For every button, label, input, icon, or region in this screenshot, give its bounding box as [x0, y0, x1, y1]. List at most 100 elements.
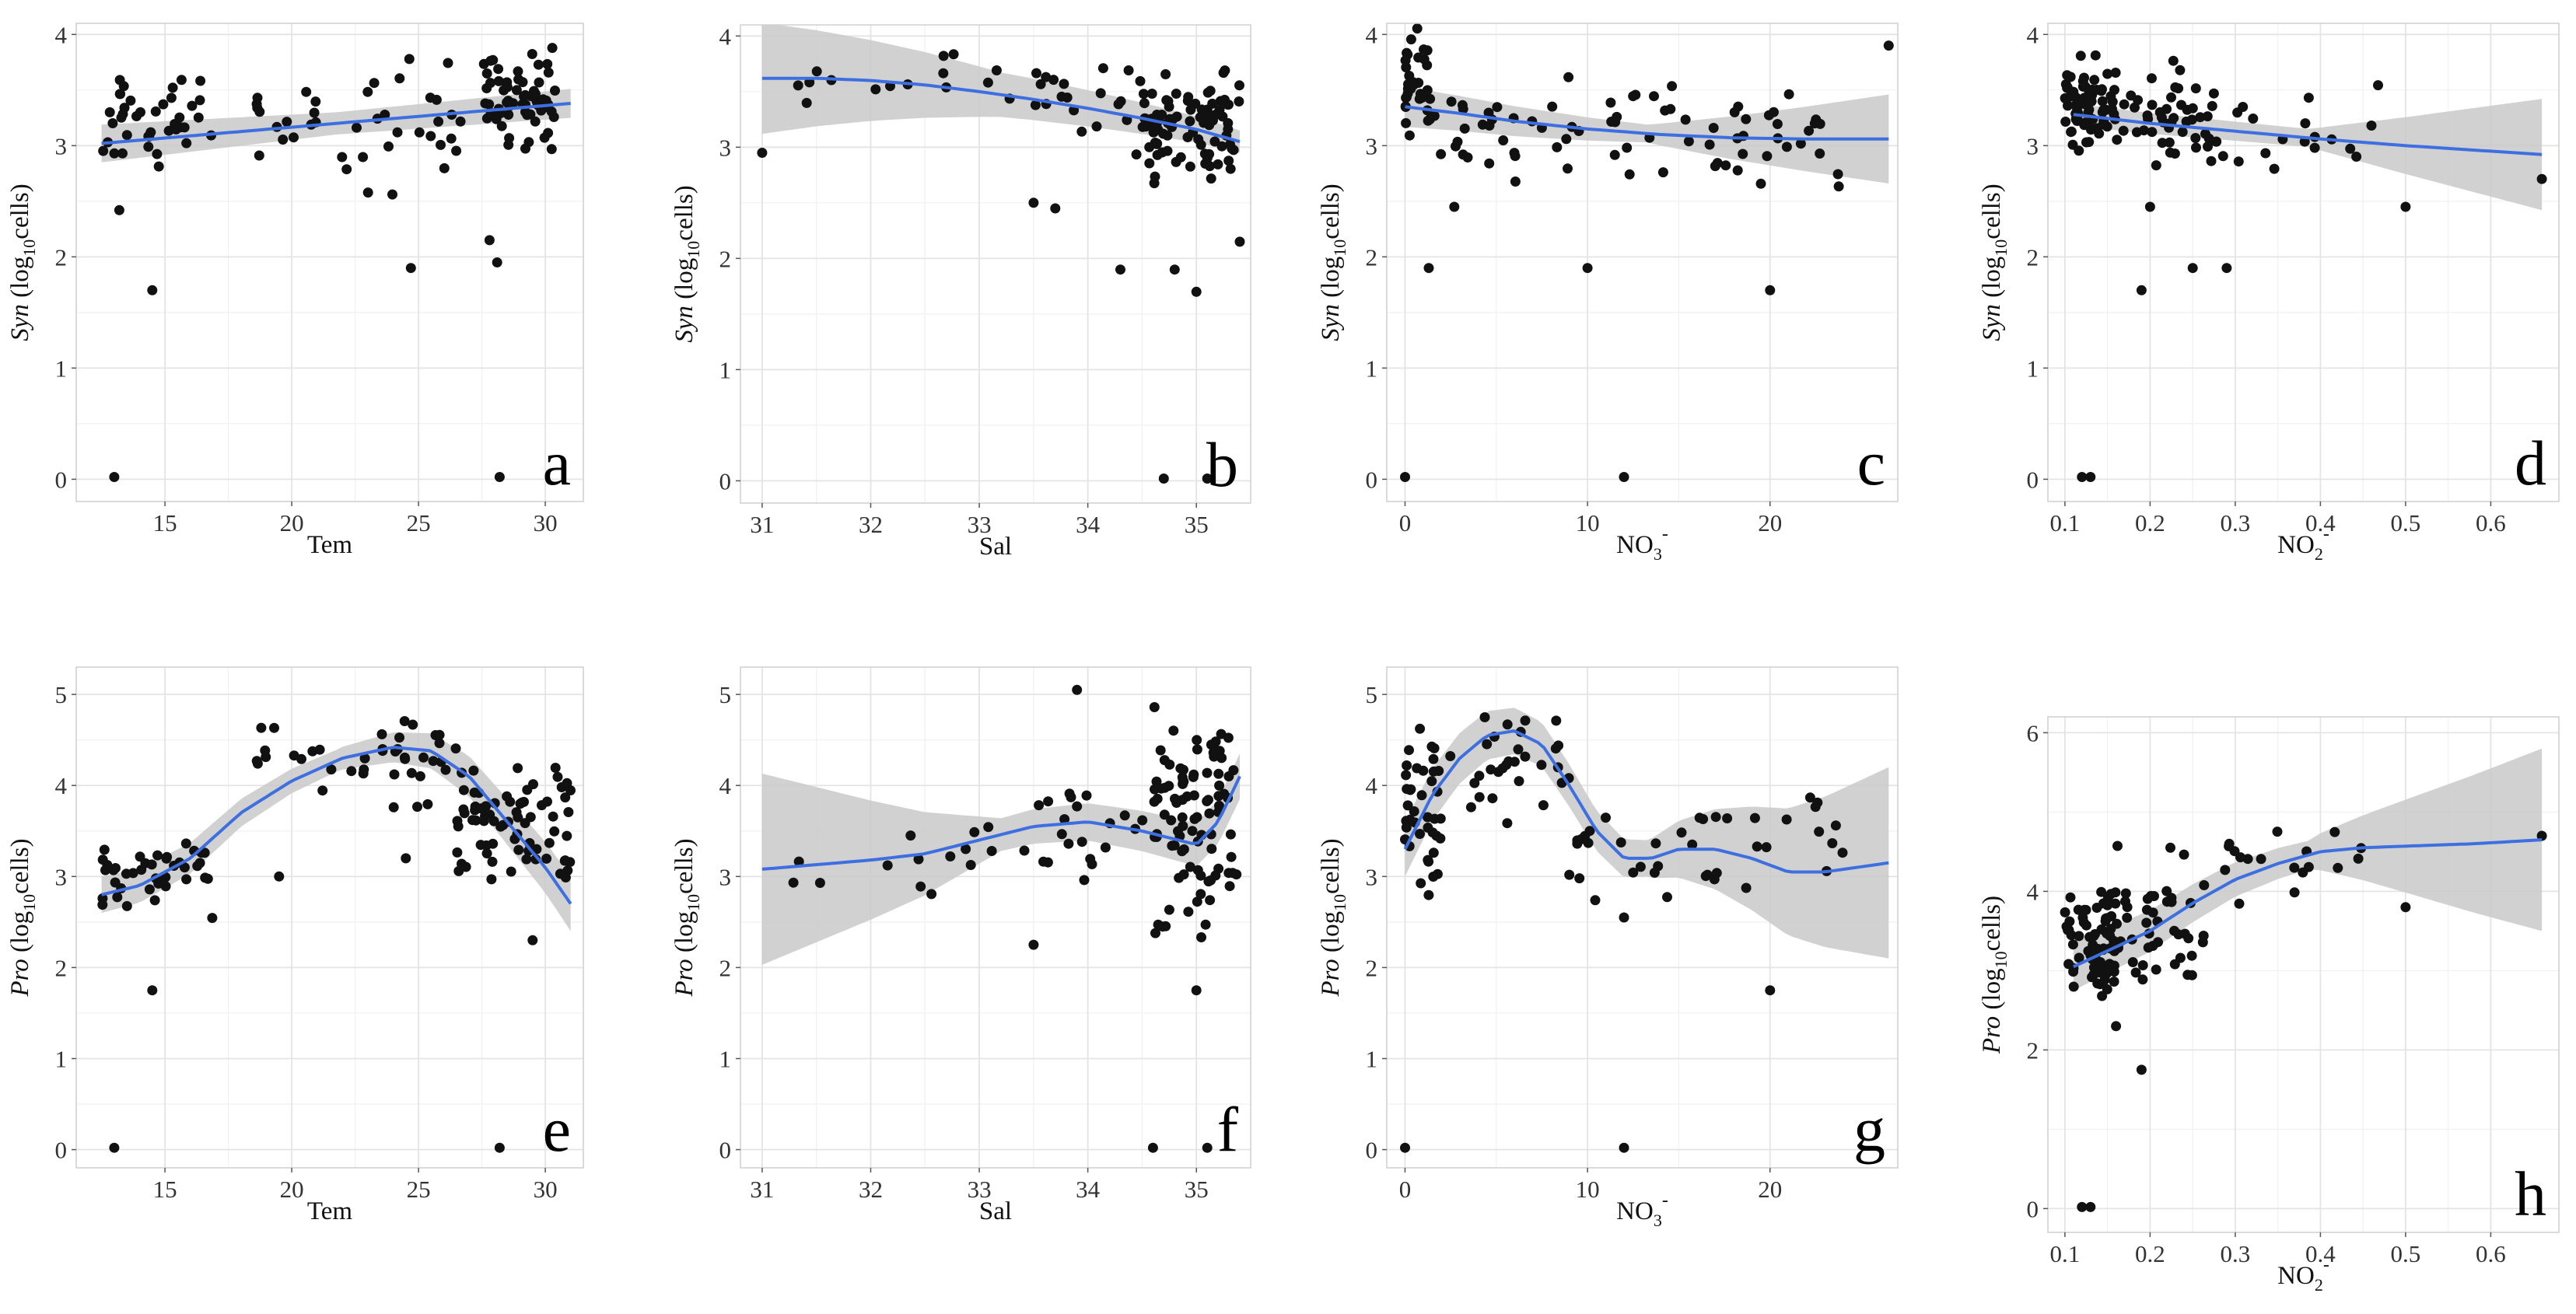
data-point	[757, 148, 768, 158]
data-point	[1520, 715, 1531, 726]
confidence-band	[761, 753, 1240, 965]
data-point	[496, 121, 507, 131]
data-point	[1038, 856, 1048, 867]
data-point	[2157, 138, 2168, 149]
data-point	[1202, 767, 1213, 778]
data-point	[1210, 870, 1221, 881]
data-point	[1137, 815, 1148, 826]
data-point	[2136, 285, 2147, 295]
data-point	[2224, 838, 2235, 849]
data-point	[556, 782, 567, 792]
data-point	[1400, 1142, 1410, 1153]
data-point	[1619, 1142, 1629, 1153]
data-point	[176, 75, 187, 86]
data-point	[1171, 111, 1182, 122]
data-point	[552, 771, 563, 782]
plot-area	[76, 23, 583, 501]
data-point	[109, 148, 120, 159]
data-point	[1041, 72, 1052, 82]
data-point	[1144, 142, 1155, 152]
data-point	[2165, 842, 2175, 853]
data-point	[492, 257, 502, 267]
data-point	[2126, 90, 2137, 101]
data-point	[1059, 79, 1069, 89]
data-point	[1158, 474, 1169, 484]
data-point	[153, 161, 164, 172]
data-point	[938, 51, 949, 61]
data-point	[1762, 151, 1773, 162]
data-point	[143, 142, 154, 152]
data-point	[2066, 127, 2077, 138]
data-point	[1513, 744, 1524, 755]
data-point	[1048, 75, 1059, 86]
data-point	[2400, 201, 2411, 212]
data-point	[2186, 114, 2197, 125]
panel-a: 15 20 25 30 0 1 2 3 4 Tem Syn (log10cells) a	[6, 21, 584, 559]
data-point	[193, 112, 204, 123]
data-point	[811, 66, 822, 77]
data-point	[412, 802, 422, 813]
data-point	[2110, 68, 2121, 78]
data-point	[2098, 104, 2109, 115]
data-point	[1192, 735, 1202, 746]
data-point	[1622, 142, 1633, 153]
data-point	[1213, 159, 1223, 169]
data-point	[1584, 826, 1595, 837]
data-point	[362, 86, 373, 97]
data-point	[2077, 1201, 2088, 1212]
data-point	[2161, 886, 2172, 896]
data-point	[452, 816, 463, 826]
data-point	[1019, 845, 1030, 856]
data-point	[882, 860, 893, 871]
data-point	[1209, 136, 1220, 147]
data-point	[542, 58, 553, 69]
x-tick-label: 31	[750, 511, 774, 538]
data-point	[1170, 793, 1180, 804]
data-point	[458, 804, 469, 815]
data-point	[2074, 952, 2084, 963]
data-point	[2107, 103, 2117, 114]
data-point	[1484, 158, 1495, 169]
data-point	[160, 881, 171, 892]
y-tick-label: 4	[55, 21, 68, 48]
data-point	[2112, 918, 2122, 929]
data-point	[1188, 769, 1199, 780]
data-point	[310, 96, 321, 107]
data-point	[1837, 847, 1848, 858]
data-point	[1195, 139, 1206, 150]
data-point	[1202, 474, 1213, 484]
data-point	[801, 97, 812, 108]
data-point	[1769, 107, 1779, 117]
data-point	[565, 785, 576, 795]
data-point	[2221, 263, 2232, 274]
data-point	[1428, 847, 1439, 858]
data-point	[1409, 806, 1419, 816]
data-point	[915, 881, 926, 892]
data-point	[274, 871, 285, 882]
data-point	[793, 856, 804, 867]
data-point	[468, 765, 479, 776]
data-point	[488, 838, 499, 849]
data-point	[1458, 103, 1468, 114]
data-point	[1405, 784, 1416, 795]
y-tick-label: 2	[719, 954, 732, 981]
data-point	[2085, 472, 2096, 482]
data-point	[1223, 732, 1234, 743]
data-point	[1155, 745, 1166, 756]
data-point	[1119, 810, 1130, 821]
data-point	[2151, 964, 2161, 975]
panel-d: 0.1 0.2 0.3 0.4 0.5 0.6 0 1 2 3 4 NO2- Syn (log10cel…	[1978, 21, 2560, 564]
data-point	[1781, 814, 1792, 825]
data-point	[547, 43, 558, 54]
data-point	[401, 853, 411, 864]
panel-h: 0.1 0.2 0.3 0.4 0.5 0.6 0 2 4 6 NO2- Pro (log10cell…	[1978, 716, 2560, 1295]
data-point	[527, 935, 538, 945]
data-point	[494, 1142, 505, 1153]
data-point	[520, 143, 530, 154]
data-point	[513, 66, 523, 77]
x-axis-label: Sal	[979, 1197, 1012, 1225]
data-point	[252, 93, 263, 103]
data-point	[1423, 823, 1433, 833]
data-point	[2067, 939, 2078, 950]
